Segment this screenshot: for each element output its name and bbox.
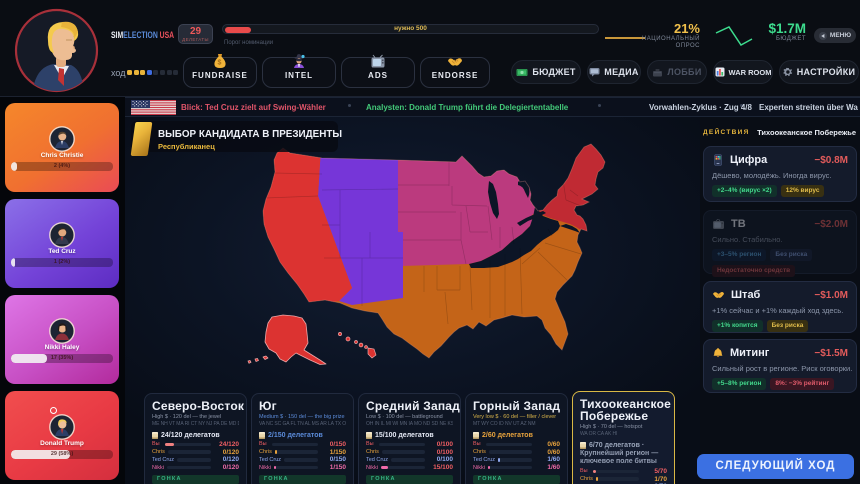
svg-text:$: $ [218,60,223,67]
